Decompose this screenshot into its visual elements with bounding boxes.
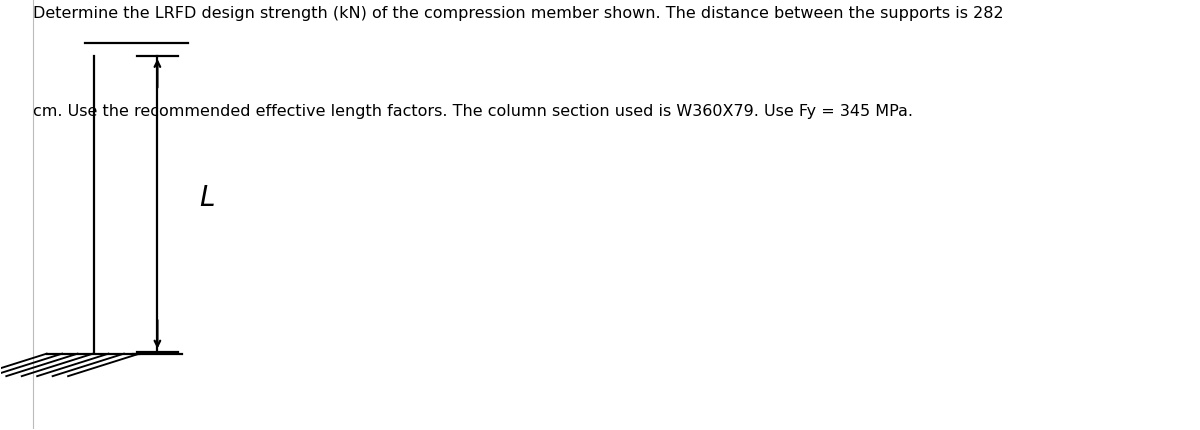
Text: $L$: $L$ — [199, 184, 215, 212]
Text: cm. Use the recommended effective length factors. The column section used is W36: cm. Use the recommended effective length… — [34, 104, 913, 119]
Text: Determine the LRFD design strength (kN) of the compression member shown. The dis: Determine the LRFD design strength (kN) … — [34, 6, 1003, 21]
